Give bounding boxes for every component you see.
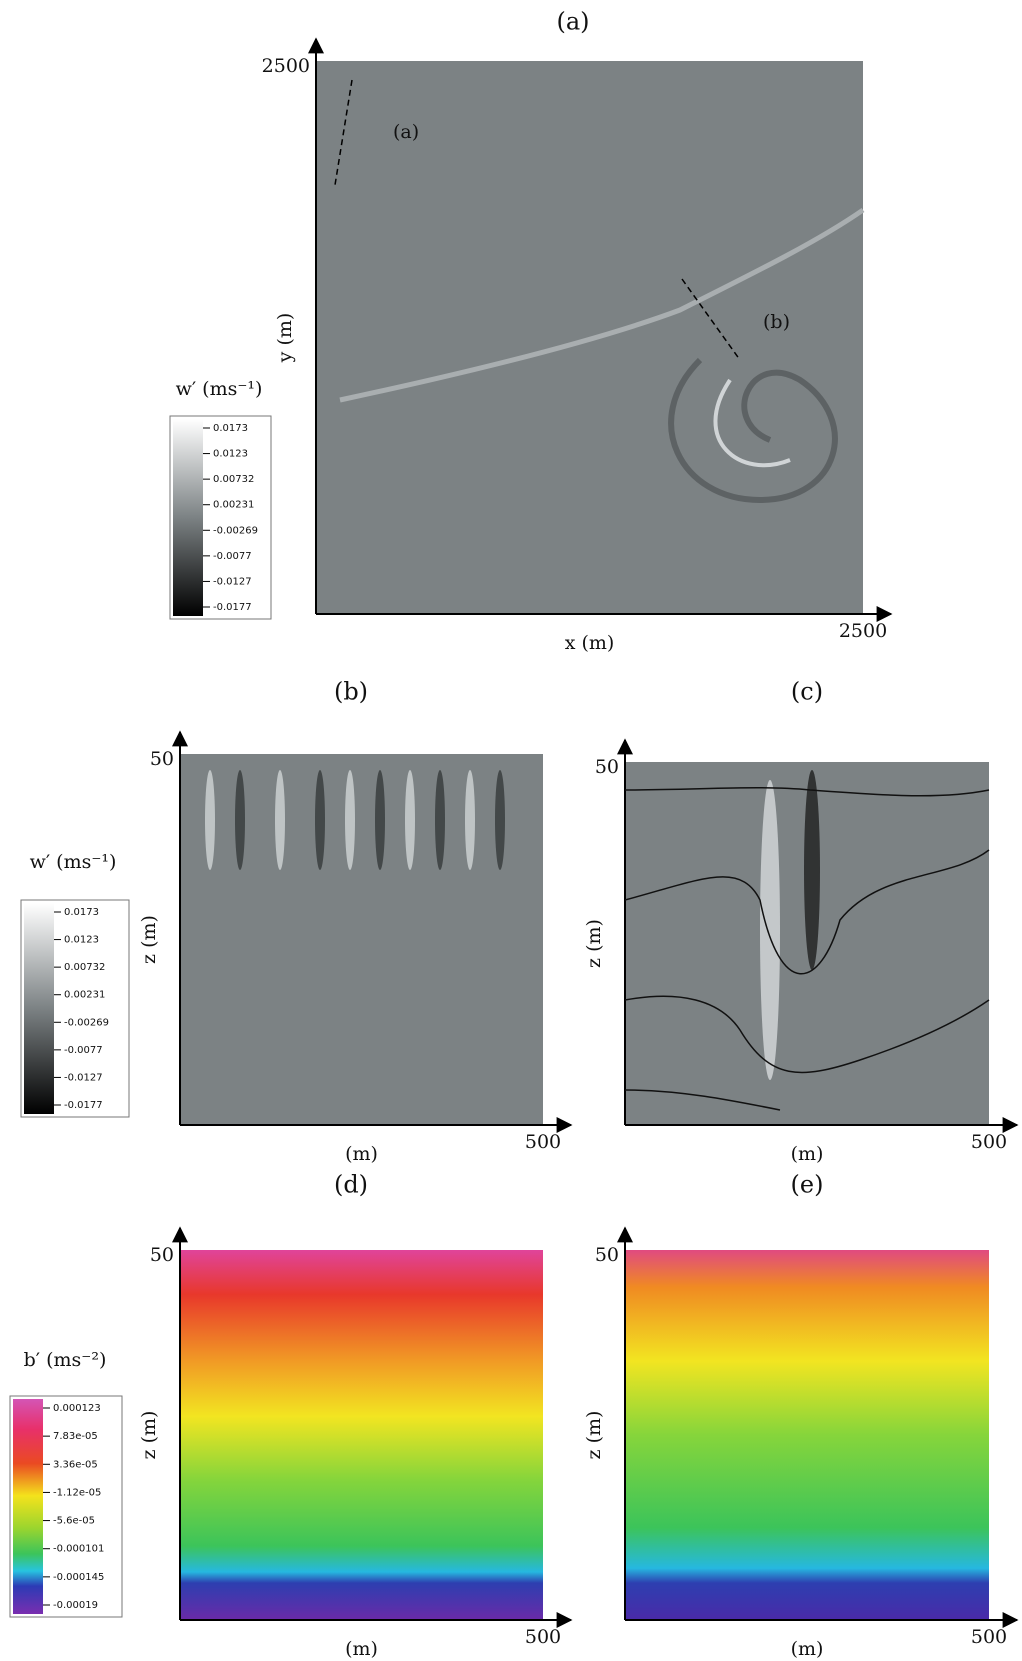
colorbar-tick-label: 0.0123 xyxy=(64,935,99,946)
colorbar-tick-label: -0.000145 xyxy=(53,1572,104,1583)
annotation: (b) xyxy=(763,311,790,333)
panel-title: (d) xyxy=(334,1171,368,1199)
colorbar-tick-label: -0.00269 xyxy=(213,525,258,536)
colorbar-tick-label: 0.0123 xyxy=(213,449,248,460)
panel-title: (c) xyxy=(791,678,823,706)
field-image xyxy=(180,1250,543,1620)
colorbar-tick-label: 0.00732 xyxy=(64,962,105,973)
feature xyxy=(334,79,353,186)
feature xyxy=(205,770,215,870)
colorbar-tick-label: 0.00231 xyxy=(64,990,105,1001)
feature xyxy=(345,770,355,870)
y-axis-label: z (m) xyxy=(138,915,160,964)
feature xyxy=(465,770,475,870)
colorbar-tick-label: 0.00732 xyxy=(213,474,254,485)
colorbar xyxy=(173,419,203,616)
annotation: (a) xyxy=(393,121,419,143)
x-axis-label: x (m) xyxy=(565,632,615,654)
feature xyxy=(275,770,285,870)
colorbar-tick-label: -0.0127 xyxy=(64,1072,103,1083)
y-tick-label: 50 xyxy=(595,1244,619,1266)
feature xyxy=(624,995,990,1074)
x-axis-label: (m) xyxy=(345,1143,378,1165)
x-tick-label: 500 xyxy=(971,1626,1007,1648)
y-tick-label: 50 xyxy=(150,1244,174,1266)
colorbar-tick-label: -0.0077 xyxy=(213,551,252,562)
colorbar xyxy=(13,1399,43,1614)
x-tick-label: 2500 xyxy=(839,620,887,642)
panel-title: (e) xyxy=(791,1171,824,1199)
x-tick-label: 500 xyxy=(525,1626,561,1648)
colorbar-label: w′ (ms⁻¹) xyxy=(30,851,117,873)
colorbar-tick-label: 3.36e-05 xyxy=(53,1459,98,1470)
feature xyxy=(804,770,820,970)
colorbar-tick-label: -0.00019 xyxy=(53,1600,98,1611)
y-axis-label: z (m) xyxy=(583,919,605,968)
feature xyxy=(339,207,865,403)
x-axis-label: (m) xyxy=(791,1638,824,1660)
feature xyxy=(713,378,791,468)
field-image xyxy=(180,754,543,1125)
colorbar-label: w′ (ms⁻¹) xyxy=(176,378,263,400)
colorbar-tick-label: -5.6e-05 xyxy=(53,1516,95,1527)
x-tick-label: 500 xyxy=(525,1131,561,1153)
x-axis-label: (m) xyxy=(791,1143,824,1165)
panel-title: (a) xyxy=(556,8,589,36)
feature xyxy=(405,770,415,870)
colorbar-tick-label: -1.12e-05 xyxy=(53,1487,101,1498)
panel-title: (b) xyxy=(334,678,368,706)
feature xyxy=(315,770,325,870)
y-axis-label: z (m) xyxy=(583,1411,605,1460)
colorbar-tick-label: -0.0177 xyxy=(64,1100,103,1111)
feature xyxy=(760,780,780,1080)
x-tick-label: 500 xyxy=(971,1131,1007,1153)
feature xyxy=(624,1089,781,1111)
feature xyxy=(681,278,741,361)
feature xyxy=(624,787,990,797)
colorbar-tick-label: -0.000101 xyxy=(53,1544,104,1555)
x-axis-label: (m) xyxy=(345,1638,378,1660)
colorbar-tick-label: -0.0177 xyxy=(213,602,252,613)
field-image xyxy=(625,1250,989,1620)
y-tick-label: 2500 xyxy=(262,55,310,77)
feature xyxy=(495,770,505,870)
colorbar-tick-label: -0.0127 xyxy=(213,576,252,587)
feature xyxy=(375,770,385,870)
colorbar-tick-label: -0.00269 xyxy=(64,1017,109,1028)
colorbar xyxy=(24,903,54,1114)
y-axis-label: y (m) xyxy=(274,313,296,364)
feature xyxy=(668,357,838,504)
colorbar-tick-label: 0.0173 xyxy=(64,907,99,918)
colorbar-tick-label: 7.83e-05 xyxy=(53,1431,98,1442)
y-tick-label: 50 xyxy=(595,756,619,778)
colorbar-tick-label: 0.00231 xyxy=(213,500,254,511)
colorbar-tick-label: 0.0173 xyxy=(213,423,248,434)
colorbar-label: b′ (ms⁻²) xyxy=(24,1349,107,1371)
colorbar-tick-label: -0.0077 xyxy=(64,1045,103,1056)
feature xyxy=(235,770,245,870)
feature xyxy=(435,770,445,870)
colorbar-tick-label: 0.000123 xyxy=(53,1403,101,1414)
feature xyxy=(624,849,990,975)
y-tick-label: 50 xyxy=(150,748,174,770)
y-axis-label: z (m) xyxy=(138,1411,160,1460)
